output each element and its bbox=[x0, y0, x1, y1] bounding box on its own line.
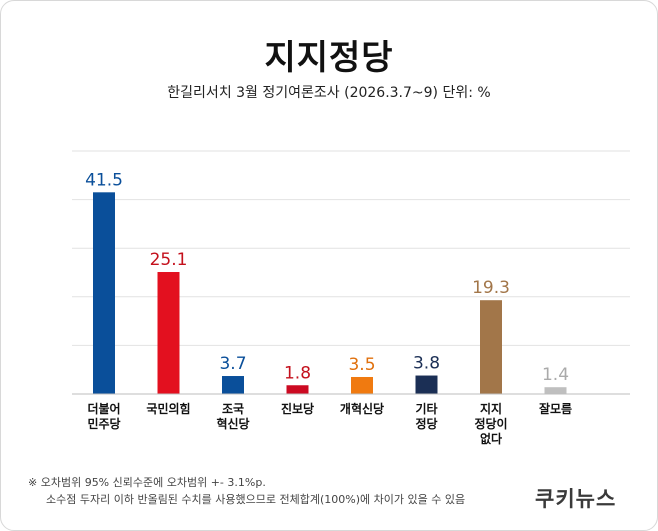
data-label: 1.4 bbox=[542, 365, 569, 385]
bar bbox=[286, 385, 309, 394]
category-label: 조국 혁신당 bbox=[216, 402, 249, 431]
chart-title: 지지정당 bbox=[264, 38, 394, 78]
data-label: 1.8 bbox=[284, 363, 311, 383]
category-label: 지지 정당이 없다 bbox=[474, 401, 507, 446]
category-label: 진보당 bbox=[281, 401, 314, 416]
data-label: 19.3 bbox=[472, 278, 510, 298]
category-label: 국민의힘 bbox=[146, 401, 190, 416]
publisher-logo: 쿠키뉴스 bbox=[535, 487, 617, 511]
bar bbox=[222, 376, 244, 394]
data-label: 3.8 bbox=[413, 354, 440, 374]
footnote-rounding: 소수점 두자리 이하 반올림된 수치를 사용했으므로 전체합계(100%)에 차… bbox=[46, 493, 466, 506]
bar bbox=[415, 375, 438, 394]
bar-chart: 41.5 더불어 민주당 25.1 국민의힘 3.7 조국 혁신당 1.8 진보당 3.5 개혁신당 3… bbox=[72, 150, 630, 446]
bar bbox=[93, 192, 115, 394]
bar bbox=[157, 272, 180, 394]
data-label: 41.5 bbox=[85, 170, 123, 190]
category-label: 기타 정당 bbox=[415, 401, 437, 431]
footnote-margin-of-error: ※ 오차범위 95% 신뢰수준에 오차범위 +- 3.1%p. bbox=[28, 476, 266, 489]
category-label: 잘모름 bbox=[539, 401, 572, 416]
category-label: 더불어 민주당 bbox=[87, 401, 120, 431]
bar bbox=[351, 376, 373, 394]
bar bbox=[480, 300, 502, 394]
data-label: 25.1 bbox=[150, 250, 188, 270]
data-label: 3.5 bbox=[348, 355, 375, 375]
category-label: 개혁신당 bbox=[340, 401, 384, 416]
chart-subtitle: 한길리서치 3월 정기여론조사 (2026.3.7~9) 단위: % bbox=[167, 85, 491, 101]
bar bbox=[544, 387, 567, 394]
data-label: 3.7 bbox=[219, 354, 246, 374]
